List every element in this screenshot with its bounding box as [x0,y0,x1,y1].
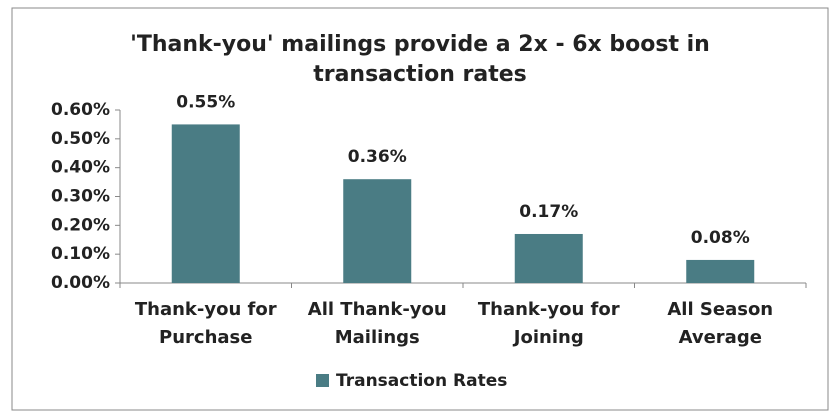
x-tick-label: Thank-you for [135,299,277,320]
data-label: 0.17% [519,202,578,222]
x-tick-label: All Thank-you [308,299,447,320]
legend-label: Transaction Rates [336,371,507,391]
data-label: 0.36% [348,147,407,167]
chart-border [11,7,829,411]
chart-title: 'Thank-you' mailings provide a 2x - 6x b… [130,32,710,57]
bar [171,124,240,284]
x-tick-label: All Season [667,299,773,320]
bar [686,259,755,283]
x-tick-label: Mailings [335,327,420,348]
legend-swatch [316,374,329,387]
data-label: 0.08% [691,228,750,248]
bar [343,179,412,283]
x-tick-label: Joining [512,327,584,348]
data-label: 0.55% [176,92,235,112]
bar [514,233,583,283]
y-tick-label: 0.50% [51,129,110,149]
y-tick-label: 0.20% [51,215,110,235]
y-tick-label: 0.40% [51,158,110,178]
y-tick-label: 0.60% [51,100,110,120]
chart-title: transaction rates [313,62,527,87]
x-tick-label: Purchase [159,327,252,348]
x-tick-label: Average [679,327,762,348]
y-tick-label: 0.10% [51,244,110,264]
x-tick-label: Thank-you for [478,299,620,320]
y-tick-label: 0.00% [51,273,110,293]
y-tick-label: 0.30% [51,187,110,207]
